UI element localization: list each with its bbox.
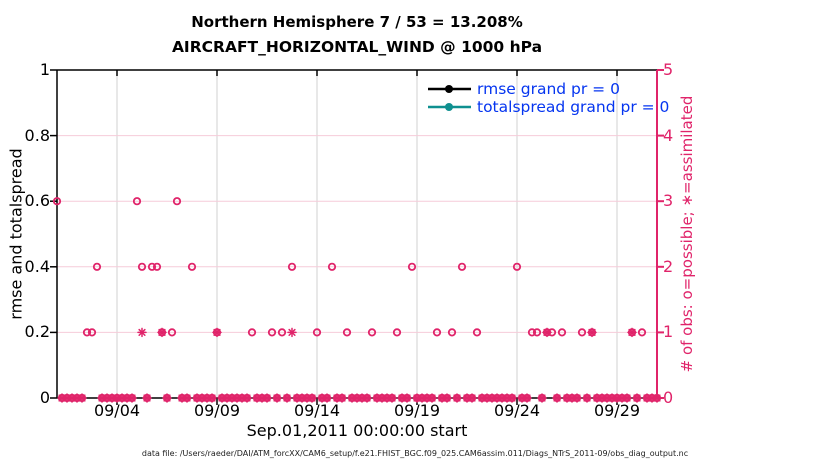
plot-title: Northern Hemisphere 7 / 53 = 13.208%	[191, 13, 523, 31]
left-y-axis-label: rmse and totalspread	[6, 148, 26, 320]
left-tick-label: 0.8	[24, 125, 50, 145]
x-axis-label: Sep.01,2011 00:00:00 start	[246, 421, 468, 440]
x-tick-label: 09/14	[293, 401, 341, 420]
left-tick-label: 1	[39, 60, 50, 79]
left-tick-label: 0	[39, 388, 50, 407]
right-tick-label: 3	[663, 191, 674, 211]
plot-subtitle: AIRCRAFT_HORIZONTAL_WIND @ 1000 hPa	[171, 38, 543, 56]
left-tick-label: 0.6	[24, 191, 50, 211]
tick-marks	[50, 69, 664, 405]
legend-samples	[428, 85, 471, 111]
data-file-path: data file: /Users/raeder/DAI/ATM_forcXX/…	[141, 449, 689, 458]
x-tick-label: 09/24	[493, 401, 541, 420]
legend-label-rmse: rmse grand pr = 0	[477, 80, 620, 98]
x-tick-label: 09/04	[93, 401, 141, 420]
axes	[56, 69, 658, 399]
right-y-axis-label: # of obs: o=possible; ∗=assimilated	[678, 95, 696, 373]
x-tick-label: 09/19	[393, 401, 441, 420]
gridlines	[57, 70, 657, 398]
right-tick-label: 0	[663, 388, 674, 407]
left-tick-label: 0.2	[24, 322, 50, 342]
left-tick-label: 0.4	[24, 256, 50, 276]
zero-obs-band	[57, 393, 662, 403]
legend-label-totalspread: totalspread grand pr = 0	[477, 98, 670, 116]
x-tick-label: 09/29	[593, 401, 641, 420]
x-tick-label: 09/09	[193, 401, 241, 420]
right-tick-label: 2	[663, 256, 674, 276]
assimilated-markers	[137, 327, 637, 338]
right-tick-label: 4	[663, 125, 674, 145]
right-tick-label: 1	[663, 322, 674, 342]
right-tick-label: 5	[663, 60, 674, 79]
